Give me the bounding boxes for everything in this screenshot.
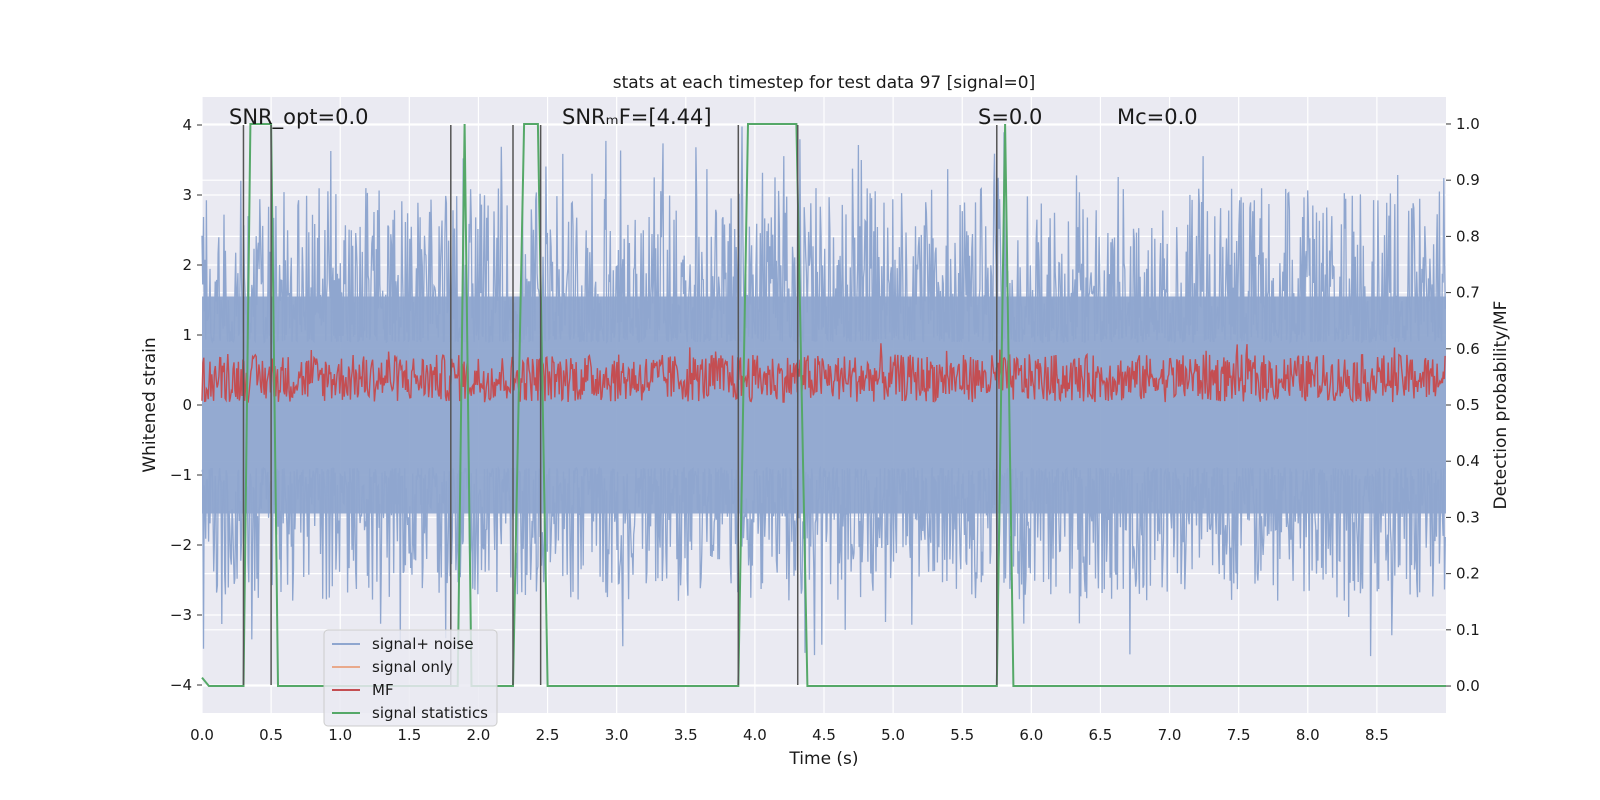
ticks: 0.0 0.5 1.0 1.5 2.0 2.5 3.0 3.5 4.0 4.5 5.0 5.5 6.0 6… [170,115,1480,744]
x-tick-label: 5.5 [950,726,974,744]
x-tick-label: 0.5 [259,726,283,744]
y-tick-label-left: −4 [170,676,192,694]
annotations: SNR_opt=0.0 SNRₘF=[4.44] S=0.0 Mᴄ=0.0 [229,105,1198,130]
x-tick-label: 0.0 [190,726,214,744]
x-tick-label: 1.5 [397,726,421,744]
x-tick-label: 7.5 [1227,726,1251,744]
x-tick-label: 1.0 [328,726,352,744]
mf-trace [201,343,1446,404]
chart-title: stats at each timestep for test data 97 … [613,73,1036,93]
y-tick-label-left: 4 [182,116,192,134]
y-tick-label-right: 0.0 [1456,677,1480,695]
x-tick-label: 8.5 [1365,726,1389,744]
y-axis-label-left: Whitened strain [140,337,160,472]
x-axis-label: Time (s) [788,749,858,769]
y-tick-label-right: 0.7 [1456,284,1480,302]
y-tick-label-right: 0.3 [1456,508,1480,526]
y-tick-label-left: 3 [182,186,192,204]
y-tick-label-left: 1 [182,326,192,344]
y-tick-label-left: 2 [182,256,192,274]
signal-noise-lower-trace [201,465,1446,657]
annotation-text: Mᴄ=0.0 [1117,105,1198,129]
y-tick-label-right: 1.0 [1456,115,1480,133]
y-tick-label-right: 0.2 [1456,565,1480,583]
y-tick-label-right: 0.4 [1456,452,1480,470]
signal-noise-upper-trace [201,126,1446,345]
legend: signal+ noise signal only MF signal statist… [323,629,498,727]
y-axis-label-right: Detection probability/MF [1491,301,1511,510]
y-tick-label-left: 0 [182,396,192,414]
legend-label: MF [372,681,394,699]
x-tick-label: 3.5 [674,726,698,744]
x-tick-label: 6.0 [1019,726,1043,744]
x-tick-label: 7.0 [1158,726,1182,744]
x-tick-label: 4.0 [743,726,767,744]
x-tick-label: 5.0 [881,726,905,744]
legend-label: signal+ noise [372,635,474,653]
vertical-markers [242,125,998,685]
legend-label: signal statistics [372,704,488,722]
x-tick-label: 2.5 [536,726,560,744]
annotation-text: SNR_opt=0.0 [229,105,369,130]
y-tick-label-right: 0.5 [1456,396,1480,414]
y-tick-label-right: 0.1 [1456,621,1480,639]
x-tick-label: 3.0 [605,726,629,744]
signal-statistics-trace [201,123,1446,687]
legend-frame [323,629,498,727]
x-tick-label: 6.5 [1089,726,1113,744]
legend-label: signal only [372,658,453,676]
x-tick-label: 8.0 [1296,726,1320,744]
y-tick-label-left: −1 [170,466,192,484]
annotation-text: S=0.0 [978,105,1042,129]
x-tick-label: 4.5 [812,726,836,744]
annotation-text: SNRₘF=[4.44] [562,105,712,129]
y-tick-label-right: 0.6 [1456,340,1480,358]
y-tick-label-left: −2 [170,536,192,554]
x-tick-label: 2.0 [467,726,491,744]
y-tick-label-right: 0.8 [1456,227,1480,245]
y-tick-label-right: 0.9 [1456,171,1480,189]
y-tick-label-left: −3 [170,606,192,624]
series-layer [201,123,1446,687]
